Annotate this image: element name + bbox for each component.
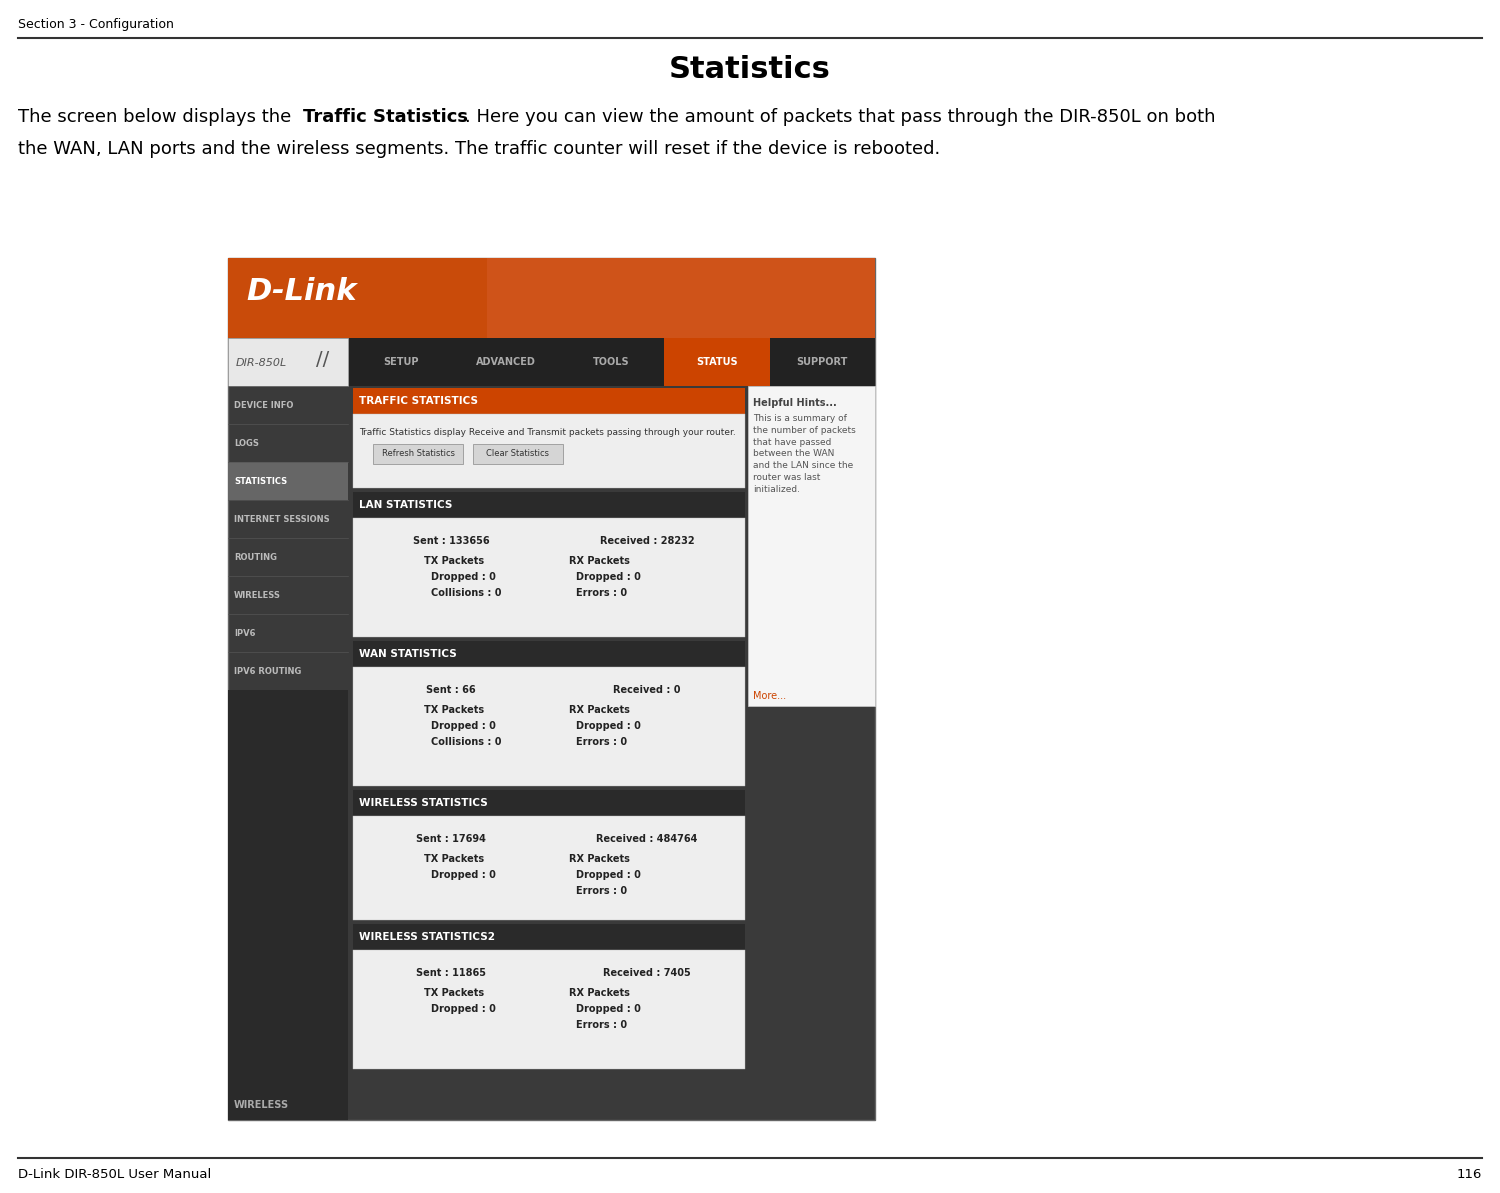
Text: Received : 0: Received : 0 [614,685,681,696]
Text: More...: More... [753,691,786,701]
Text: WIRELESS STATISTICS: WIRELESS STATISTICS [358,798,488,808]
Bar [472,444,562,464]
Text: INTERNET SESSIONS: INTERNET SESSIONS [234,514,330,524]
Text: STATUS: STATUS [696,357,738,367]
Bar [228,690,348,1120]
Text: Traffic Statistics display Receive and Transmit packets passing through your rou: Traffic Statistics display Receive and T… [358,428,735,437]
Text: RX Packets: RX Packets [568,705,630,715]
Text: LAN STATISTICS: LAN STATISTICS [358,500,453,509]
Bar [748,387,874,706]
Text: the WAN, LAN ports and the wireless segments. The traffic counter will reset if : the WAN, LAN ports and the wireless segm… [18,140,940,157]
Text: Dropped : 0: Dropped : 0 [432,571,496,582]
Text: Clear Statistics: Clear Statistics [486,450,549,458]
Text: Dropped : 0: Dropped : 0 [576,870,642,880]
Bar [352,492,746,518]
Bar [228,462,348,500]
Text: Received : 28232: Received : 28232 [600,536,694,546]
Bar [228,338,874,387]
Text: Errors : 0: Errors : 0 [576,737,627,747]
Text: D-Link: D-Link [246,277,357,307]
Text: Dropped : 0: Dropped : 0 [432,1005,496,1014]
Text: Dropped : 0: Dropped : 0 [432,721,496,731]
Bar [488,258,874,338]
Text: IPV6 ROUTING: IPV6 ROUTING [234,667,302,675]
Text: Statistics: Statistics [669,55,831,84]
Text: SUPPORT: SUPPORT [796,357,847,367]
Text: TX Packets: TX Packets [423,556,483,565]
Text: Sent : 133656: Sent : 133656 [413,536,489,546]
Text: Collisions : 0: Collisions : 0 [432,737,502,747]
Text: Dropped : 0: Dropped : 0 [576,1005,642,1014]
Text: SETUP: SETUP [382,357,418,367]
Text: Refresh Statistics: Refresh Statistics [381,450,454,458]
Text: RX Packets: RX Packets [568,854,630,864]
Text: This is a summary of
the number of packets
that have passed
between the WAN
and : This is a summary of the number of packe… [753,414,855,494]
Text: //: // [316,350,330,369]
Text: Collisions : 0: Collisions : 0 [432,588,502,598]
Text: STATISTICS: STATISTICS [234,476,286,486]
Text: 116: 116 [1456,1168,1482,1181]
Bar [228,258,874,1120]
Bar [352,414,746,488]
Text: Errors : 0: Errors : 0 [576,1020,627,1030]
Text: Sent : 17694: Sent : 17694 [416,834,486,843]
Text: Errors : 0: Errors : 0 [576,588,627,598]
Text: TOOLS: TOOLS [592,357,630,367]
Text: WAN STATISTICS: WAN STATISTICS [358,649,456,659]
Bar [352,667,746,786]
Text: Sent : 11865: Sent : 11865 [416,968,486,978]
Text: Section 3 - Configuration: Section 3 - Configuration [18,18,174,31]
Bar [352,518,746,637]
Text: The screen below displays the: The screen below displays the [18,109,297,126]
Bar [352,388,746,414]
Bar [664,338,770,387]
Text: WIRELESS: WIRELESS [234,591,280,600]
Text: Helpful Hints...: Helpful Hints... [753,398,837,408]
Text: WIRELESS STATISTICS2: WIRELESS STATISTICS2 [358,932,495,942]
Text: LOGS: LOGS [234,439,260,447]
Bar [374,444,464,464]
Text: ROUTING: ROUTING [234,552,278,562]
Text: Dropped : 0: Dropped : 0 [432,870,496,880]
Text: WIRELESS: WIRELESS [234,1100,290,1109]
Text: ADVANCED: ADVANCED [476,357,536,367]
Bar [228,338,348,387]
Text: Received : 484764: Received : 484764 [597,834,698,843]
Text: TX Packets: TX Packets [423,854,483,864]
Bar [352,816,746,920]
Text: DIR-850L: DIR-850L [236,358,288,367]
Text: RX Packets: RX Packets [568,556,630,565]
Bar [352,790,746,816]
Text: IPV6: IPV6 [234,629,255,637]
Text: Sent : 66: Sent : 66 [426,685,476,696]
Text: Dropped : 0: Dropped : 0 [576,571,642,582]
Text: TX Packets: TX Packets [423,705,483,715]
Text: TX Packets: TX Packets [423,988,483,999]
Text: . Here you can view the amount of packets that pass through the DIR-850L on both: . Here you can view the amount of packet… [465,109,1215,126]
Text: Errors : 0: Errors : 0 [576,886,627,896]
Bar [228,258,874,338]
Text: D-Link DIR-850L User Manual: D-Link DIR-850L User Manual [18,1168,211,1181]
Text: Received : 7405: Received : 7405 [603,968,692,978]
Text: TRAFFIC STATISTICS: TRAFFIC STATISTICS [358,396,478,406]
Bar [352,925,746,950]
Text: RX Packets: RX Packets [568,988,630,999]
Text: Dropped : 0: Dropped : 0 [576,721,642,731]
Bar [352,950,746,1069]
Bar [352,641,746,667]
Text: DEVICE INFO: DEVICE INFO [234,401,294,409]
Text: Traffic Statistics: Traffic Statistics [303,109,468,126]
